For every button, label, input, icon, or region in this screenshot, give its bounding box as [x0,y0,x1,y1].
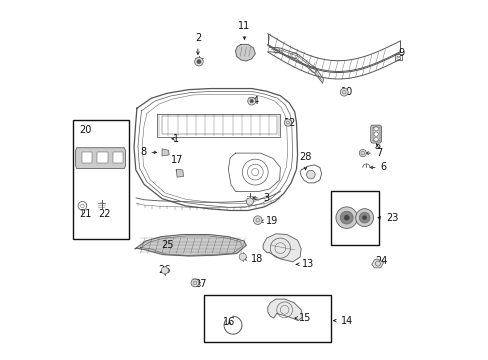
Circle shape [373,132,378,136]
Circle shape [247,97,255,105]
Polygon shape [370,125,381,143]
Polygon shape [267,299,302,320]
Text: 10: 10 [340,87,352,97]
Text: 7: 7 [365,148,381,158]
Circle shape [239,253,246,260]
Polygon shape [176,169,183,177]
Polygon shape [135,234,246,256]
Circle shape [362,215,366,220]
Circle shape [359,149,366,157]
Circle shape [335,207,357,228]
Circle shape [355,209,373,226]
Text: 23: 23 [377,213,398,222]
Circle shape [194,57,203,66]
Bar [73,120,129,239]
Text: 11: 11 [238,21,250,39]
Circle shape [306,170,314,179]
Text: 17: 17 [171,155,183,173]
Polygon shape [371,259,383,268]
Circle shape [246,198,253,205]
Text: 5: 5 [373,141,380,151]
Circle shape [373,137,378,141]
Text: 18: 18 [244,254,263,264]
Text: 14: 14 [333,316,352,325]
Text: 4: 4 [252,96,258,106]
Circle shape [196,59,201,64]
Text: 20: 20 [79,125,91,135]
Circle shape [284,119,291,126]
Text: 27: 27 [194,279,206,289]
Text: 25: 25 [161,240,173,250]
Text: 8: 8 [140,147,156,157]
Bar [204,296,330,342]
Text: 1: 1 [171,134,179,144]
Circle shape [340,88,347,96]
Text: 3: 3 [252,193,268,203]
Circle shape [191,279,199,287]
Bar [97,152,107,163]
Circle shape [249,99,253,103]
Text: 15: 15 [294,313,310,323]
Text: 12: 12 [284,118,296,128]
Circle shape [161,267,168,274]
Text: 13: 13 [296,259,313,269]
Text: 6: 6 [369,162,386,172]
Text: 16: 16 [223,318,235,327]
Text: 26: 26 [159,265,171,275]
Polygon shape [76,148,125,168]
Polygon shape [263,234,301,262]
Text: 24: 24 [374,256,387,266]
Text: 9: 9 [398,48,404,58]
Text: 2: 2 [194,33,201,54]
Polygon shape [162,149,169,156]
Circle shape [359,212,369,223]
Circle shape [340,211,352,224]
Bar [82,152,92,163]
Bar [330,192,378,244]
Text: 19: 19 [260,216,278,226]
Circle shape [253,216,262,225]
Text: 28: 28 [299,152,311,170]
Circle shape [344,215,349,220]
Text: 21: 21 [79,209,91,219]
Bar [112,152,122,163]
Circle shape [373,127,378,131]
Text: 22: 22 [99,209,111,219]
Polygon shape [235,44,255,61]
